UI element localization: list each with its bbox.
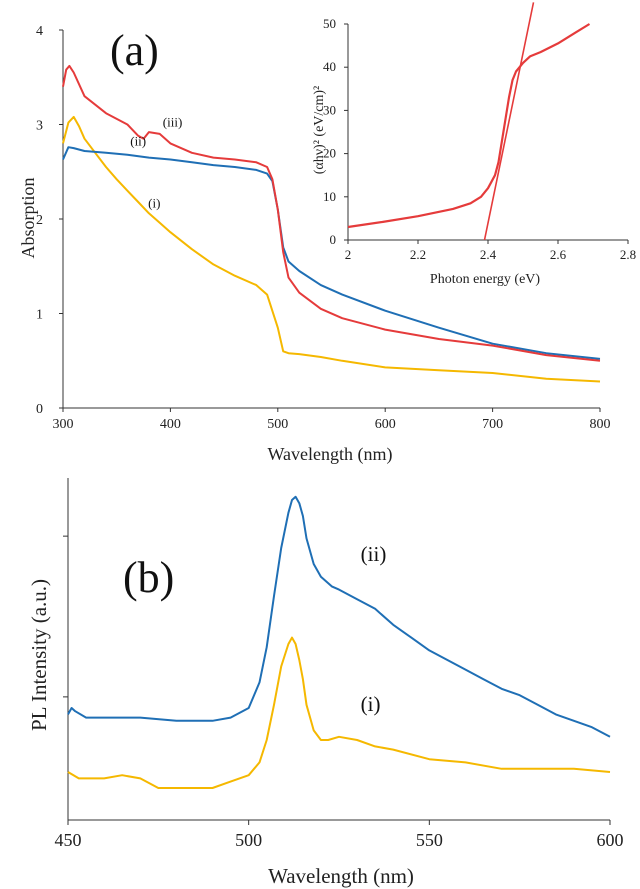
panel-b-x-axis-label: Wavelength (nm) bbox=[268, 864, 414, 888]
inset-axes: 2 2.2 2.4 2.6 2.8 0 10 20 30 40 50 bbox=[323, 16, 636, 262]
inset-y-tick-label: 50 bbox=[323, 16, 336, 31]
panel-a-y-tick-label: 1 bbox=[36, 308, 43, 323]
inset-y-tick-label: 30 bbox=[323, 102, 336, 117]
panel-a-series-labels: (i) (ii) (iii) bbox=[130, 114, 182, 210]
panel-a-series-group bbox=[62, 64, 601, 383]
panel-a: (a) Absorption Wavelength (nm) 300 400 500… bbox=[18, 24, 611, 465]
inset-y-tick-label: 20 bbox=[323, 146, 336, 161]
panel-a-series-label: (iii) bbox=[163, 114, 183, 129]
panel-a-series-line-2 bbox=[62, 146, 601, 360]
inset-x-tick-label: 2 bbox=[345, 247, 352, 262]
panel-b-x-tick-label: 550 bbox=[416, 830, 443, 850]
panel-b-x-tick-label: 450 bbox=[55, 830, 82, 850]
panel-b-label: (b) bbox=[123, 553, 174, 602]
panel-a-y-tick-label: 0 bbox=[36, 402, 43, 417]
inset-y-tick-label: 10 bbox=[323, 189, 336, 204]
panel-a-x-axis-label: Wavelength (nm) bbox=[267, 444, 392, 465]
panel-b-series-label: (i) bbox=[361, 692, 381, 716]
panel-a-y-tick-label: 3 bbox=[36, 119, 43, 134]
panel-b-axes: 450 500 550 600 bbox=[55, 478, 624, 850]
inset-x-tick-label: 2.4 bbox=[480, 247, 497, 262]
panel-a-x-tick-label: 700 bbox=[482, 417, 503, 432]
inset-x-axis-label: Photon energy (eV) bbox=[430, 272, 540, 287]
panel-b-series-line-1 bbox=[67, 636, 611, 789]
inset-x-tick-label: 2.6 bbox=[550, 247, 567, 262]
inset-y-tick-label: 0 bbox=[330, 232, 337, 247]
panel-a-series-label: (i) bbox=[148, 196, 160, 211]
panel-a-label: (a) bbox=[110, 26, 159, 75]
panel-b-x-tick-label: 600 bbox=[597, 830, 624, 850]
panel-b-series-group bbox=[67, 495, 611, 789]
panel-a-x-tick-label: 800 bbox=[590, 417, 611, 432]
inset-series-group bbox=[347, 2, 591, 240]
inset-absorption-curve bbox=[347, 23, 591, 229]
panel-b-series-labels: (i) (ii) bbox=[361, 542, 387, 716]
inset-background bbox=[345, 20, 630, 240]
inset-x-tick-label: 2.2 bbox=[410, 247, 426, 262]
inset-linear-fit-line bbox=[483, 2, 535, 240]
panel-a-x-tick-label: 500 bbox=[267, 417, 288, 432]
panel-a-x-tick-label: 300 bbox=[53, 417, 74, 432]
panel-a-y-tick-label: 2 bbox=[36, 213, 43, 228]
inset-y-tick-label: 40 bbox=[323, 59, 336, 74]
panel-b-series-label: (ii) bbox=[361, 542, 387, 566]
panel-a-x-tick-label: 600 bbox=[375, 417, 396, 432]
panel-a-x-tick-label: 400 bbox=[160, 417, 181, 432]
panel-b-series-line-2 bbox=[67, 495, 611, 738]
panel-a-series-label: (ii) bbox=[130, 133, 146, 148]
panel-a-y-tick-label: 4 bbox=[36, 24, 43, 39]
panel-b-y-axis-label: PL Intensity (a.u.) bbox=[27, 579, 51, 731]
panel-a-y-axis-label: Absorption bbox=[18, 178, 38, 259]
panel-b: (b) PL Intensity (a.u.) Wavelength (nm) … bbox=[27, 478, 624, 888]
panel-b-x-tick-label: 500 bbox=[235, 830, 262, 850]
inset-x-tick-label: 2.8 bbox=[620, 247, 636, 262]
inset-y-axis-label: (αhν)² (eV/cm)² bbox=[312, 86, 327, 175]
panel-a-inset: (αhν)² (eV/cm)² Photon energy (eV) 2 2.2 2… bbox=[312, 2, 636, 287]
panel-a-series-line-3 bbox=[62, 64, 601, 362]
panel-a-series-line-1 bbox=[62, 115, 601, 383]
